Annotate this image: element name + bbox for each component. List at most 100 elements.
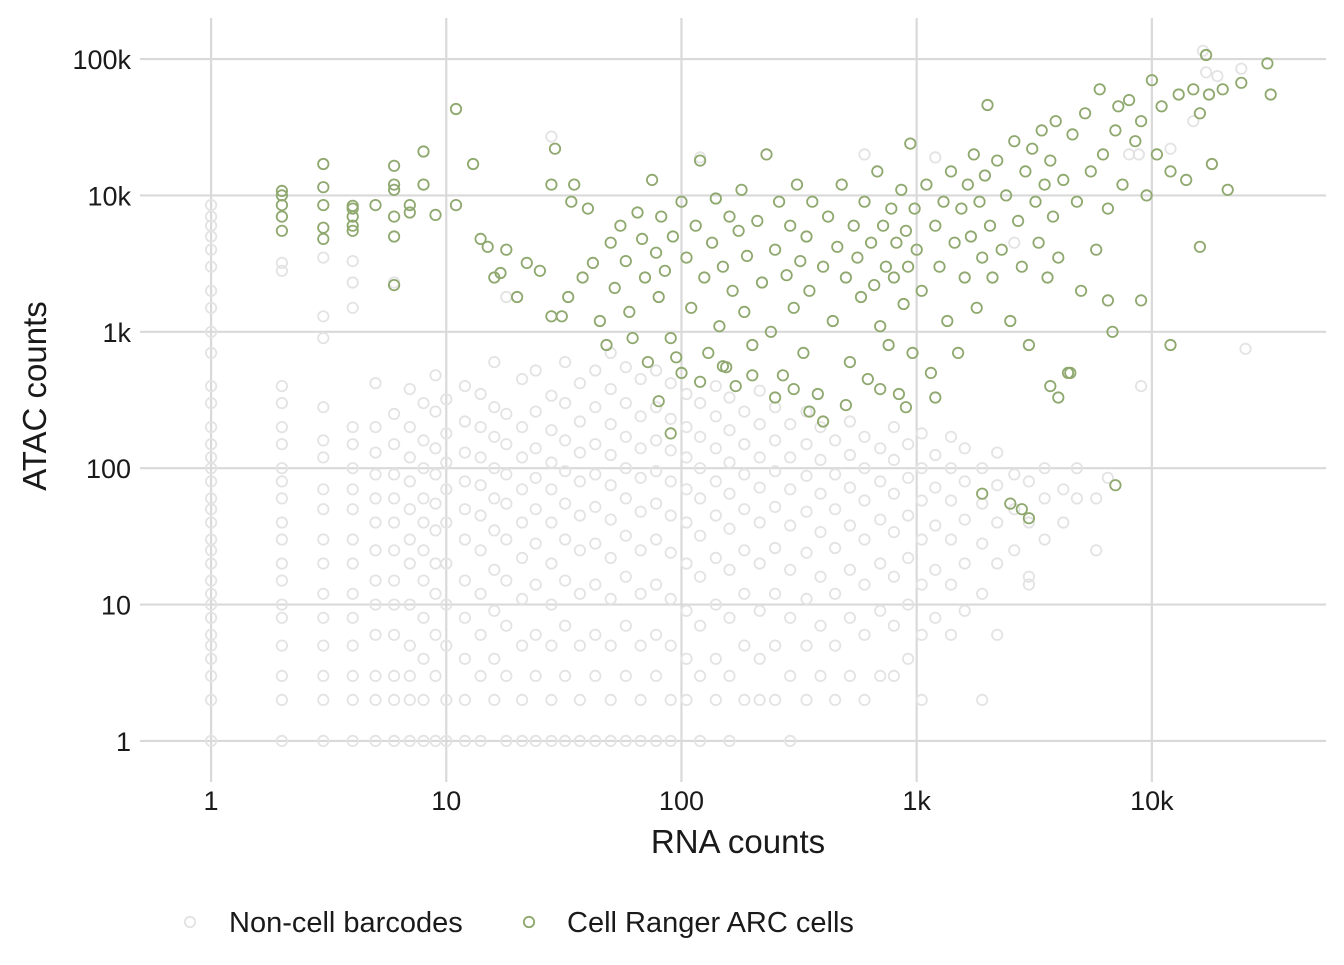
data-point bbox=[1216, 83, 1229, 96]
y-tick-label: 100k bbox=[72, 45, 131, 75]
data-point bbox=[474, 734, 487, 748]
data-point bbox=[776, 369, 790, 382]
data-point bbox=[843, 669, 857, 683]
data-point bbox=[608, 281, 621, 294]
data-point bbox=[275, 264, 288, 277]
data-point bbox=[1057, 483, 1070, 496]
data-point bbox=[529, 578, 542, 591]
data-point bbox=[664, 734, 677, 748]
data-point bbox=[346, 639, 359, 652]
data-point bbox=[387, 516, 401, 529]
data-point bbox=[680, 604, 693, 617]
data-point bbox=[726, 284, 739, 297]
data-point bbox=[369, 693, 382, 707]
data-point bbox=[1200, 66, 1213, 79]
data-point bbox=[417, 145, 430, 158]
data-point bbox=[317, 639, 330, 652]
series-cell-ranger-arc-cells bbox=[275, 48, 1277, 525]
data-point bbox=[417, 693, 430, 707]
data-point bbox=[1070, 195, 1084, 208]
data-point bbox=[897, 297, 910, 311]
data-point bbox=[440, 456, 453, 469]
data-point bbox=[1008, 544, 1021, 557]
data-point bbox=[723, 563, 736, 576]
data-point bbox=[858, 533, 871, 546]
data-point bbox=[488, 693, 501, 707]
data-point bbox=[205, 243, 218, 256]
data-point bbox=[901, 438, 915, 451]
data-point bbox=[693, 669, 707, 683]
data-point bbox=[649, 628, 663, 641]
data-point bbox=[387, 183, 401, 196]
data-point bbox=[604, 236, 617, 249]
data-point bbox=[545, 178, 558, 191]
data-point bbox=[1112, 100, 1125, 113]
data-point bbox=[317, 451, 330, 464]
data-point bbox=[991, 479, 1004, 492]
data-point bbox=[1132, 148, 1145, 161]
data-point bbox=[831, 240, 844, 253]
data-point bbox=[589, 468, 602, 481]
data-point bbox=[558, 734, 572, 748]
data-point bbox=[649, 669, 663, 683]
data-point bbox=[680, 557, 693, 570]
data-point bbox=[488, 604, 501, 617]
data-point bbox=[784, 451, 797, 464]
legend-label-non-cell: Non-cell barcodes bbox=[229, 907, 463, 939]
data-point bbox=[929, 151, 942, 164]
data-point bbox=[417, 178, 430, 191]
data-point bbox=[858, 430, 871, 443]
data-point bbox=[978, 169, 992, 182]
data-point bbox=[705, 236, 719, 249]
data-point bbox=[562, 290, 575, 304]
data-point bbox=[899, 401, 913, 414]
data-point bbox=[991, 628, 1004, 641]
data-point bbox=[753, 418, 766, 431]
data-point bbox=[626, 331, 639, 345]
data-point bbox=[814, 453, 827, 466]
data-point bbox=[858, 148, 871, 161]
data-point bbox=[680, 251, 693, 264]
data-point bbox=[882, 338, 895, 352]
data-point bbox=[369, 420, 382, 434]
data-point bbox=[529, 537, 542, 550]
data-point bbox=[346, 483, 359, 496]
data-point bbox=[760, 148, 773, 161]
data-point bbox=[689, 219, 702, 232]
data-point bbox=[887, 271, 901, 284]
data-point bbox=[369, 598, 382, 611]
data-point bbox=[474, 587, 487, 600]
data-point bbox=[803, 284, 816, 297]
data-point bbox=[811, 387, 824, 401]
data-point bbox=[604, 592, 617, 606]
data-point bbox=[387, 210, 401, 223]
data-point bbox=[1101, 202, 1115, 215]
data-point bbox=[387, 468, 401, 481]
data-point bbox=[1129, 135, 1142, 148]
data-point bbox=[346, 557, 359, 570]
data-point bbox=[958, 513, 971, 526]
data-point bbox=[1123, 94, 1136, 107]
data-point bbox=[664, 509, 677, 522]
data-point bbox=[403, 199, 416, 212]
data-point bbox=[604, 551, 617, 565]
data-point bbox=[649, 465, 663, 478]
data-point bbox=[548, 142, 562, 155]
data-point bbox=[387, 628, 401, 641]
data-point bbox=[635, 232, 649, 245]
data-point bbox=[1026, 142, 1039, 155]
data-point bbox=[1221, 183, 1234, 196]
data-point bbox=[1135, 379, 1148, 393]
data-point bbox=[387, 734, 401, 748]
data-point bbox=[843, 415, 857, 428]
data-point bbox=[600, 338, 613, 352]
data-point bbox=[723, 391, 736, 404]
data-point bbox=[1022, 516, 1036, 529]
data-point bbox=[800, 230, 813, 243]
data-point bbox=[753, 693, 766, 707]
data-point bbox=[655, 210, 668, 223]
data-point bbox=[858, 462, 871, 475]
data-point bbox=[417, 611, 430, 624]
data-point bbox=[1038, 462, 1051, 475]
data-point bbox=[387, 407, 401, 420]
